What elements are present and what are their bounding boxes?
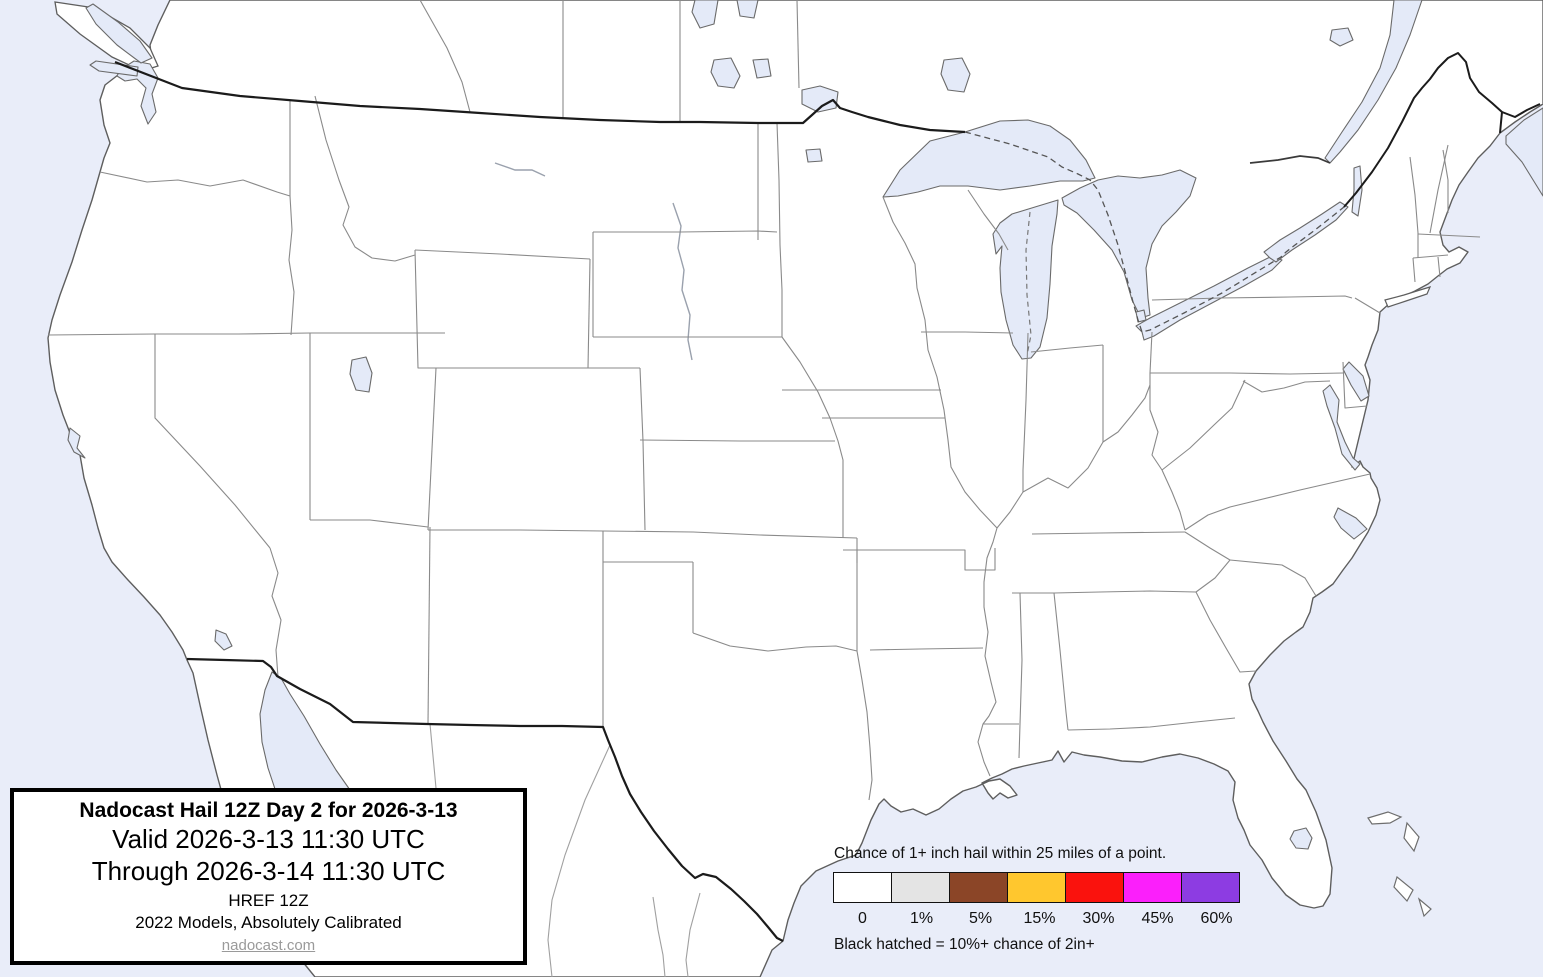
strait-of-georgia	[85, 3, 153, 64]
legend-swatch-5%	[949, 872, 1008, 903]
lake-michigan	[992, 199, 1059, 360]
canada-border-west	[114, 60, 966, 134]
salton-sea	[214, 629, 233, 651]
canada-border-lakes	[964, 131, 1345, 333]
international-borders	[114, 52, 1541, 942]
legend-label-60%: 60%	[1200, 910, 1233, 927]
fort-peck-reservoir	[494, 162, 546, 177]
state-borders	[47, 95, 1481, 801]
missouri-river-dakotas	[672, 202, 693, 361]
mexico-state-borders	[429, 723, 701, 977]
strait-of-juan-de-fuca	[89, 60, 139, 77]
legend-swatch-60%	[1181, 872, 1240, 903]
legend-hatch-note: Black hatched = 10%+ chance of 2in+	[834, 936, 1095, 953]
nadocast-link[interactable]: nadocast.com	[221, 936, 316, 954]
canada-border-east	[1343, 52, 1541, 208]
valid-time: Valid 2026-3-13 11:30 UTC	[112, 824, 425, 855]
legend-swatch-30%	[1065, 872, 1124, 903]
lake-winnipeg-south	[691, 0, 772, 89]
red-lake	[805, 148, 823, 163]
legend-color-scale	[833, 872, 1263, 903]
bay-of-fundy	[1505, 107, 1543, 197]
rivers	[494, 162, 693, 361]
legend-swatch-45%	[1123, 872, 1182, 903]
legend-swatch-1%	[891, 872, 950, 903]
lake-nipigon	[940, 57, 971, 93]
legend-label-45%: 45%	[1141, 910, 1174, 927]
lake-ontario	[1263, 201, 1349, 263]
lake-of-the-woods	[801, 85, 839, 113]
legend-label-1%: 1%	[909, 910, 934, 927]
great-salt-lake	[349, 356, 373, 393]
through-time: Through 2026-3-14 11:30 UTC	[91, 855, 446, 886]
legend-label-5%: 5%	[968, 910, 993, 927]
mexico-border	[186, 657, 784, 942]
chesapeake-bay	[1322, 384, 1361, 471]
legend-label-15%: 15%	[1023, 910, 1056, 927]
forecast-title: Nadocast Hail 12Z Day 2 for 2026-3-13	[79, 798, 458, 822]
lake-michigan-border-dash	[1025, 211, 1032, 356]
quebec-lake	[1329, 27, 1354, 47]
legend-labels: 0 1% 5% 15% 30% 45% 60%	[833, 910, 1263, 928]
province-borders	[419, 0, 1331, 164]
land-north-america	[47, 0, 1543, 977]
model-source: HREF 12Z	[228, 890, 309, 910]
title-box: Nadocast Hail 12Z Day 2 for 2026-3-13 Va…	[10, 788, 527, 965]
legend-label-0: 0	[858, 910, 867, 927]
legend-label-30%: 30%	[1082, 910, 1115, 927]
legend-swatch-0	[833, 872, 892, 903]
probability-legend: Chance of 1+ inch hail within 25 miles o…	[833, 845, 1263, 954]
pamlico-sound	[1333, 507, 1368, 540]
bahamas-islands	[1367, 811, 1432, 918]
lake-okeechobee	[1289, 827, 1313, 850]
legend-title: Chance of 1+ inch hail within 25 miles o…	[834, 845, 1167, 862]
long-island	[1384, 286, 1432, 308]
legend-swatch-15%	[1007, 872, 1066, 903]
puget-sound	[116, 60, 159, 125]
ottawa-river-border	[1249, 155, 1331, 164]
san-francisco-bay	[67, 427, 86, 459]
lake-huron	[1061, 169, 1197, 319]
calibration-note: 2022 Models, Absolutely Calibrated	[135, 913, 402, 933]
